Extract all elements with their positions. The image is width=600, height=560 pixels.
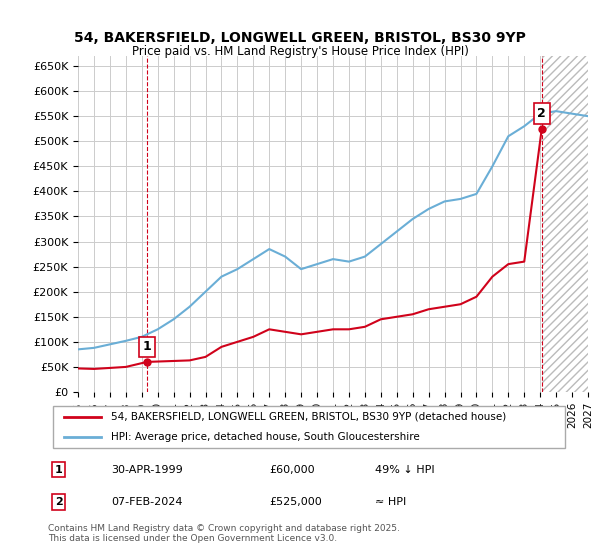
Text: Contains HM Land Registry data © Crown copyright and database right 2025.
This d: Contains HM Land Registry data © Crown c… [48,524,400,543]
Text: £525,000: £525,000 [270,497,323,507]
Text: 49% ↓ HPI: 49% ↓ HPI [376,465,435,475]
Text: ≈ HPI: ≈ HPI [376,497,407,507]
Text: 1: 1 [143,340,151,353]
Text: 1: 1 [55,465,62,475]
Text: 2: 2 [538,107,546,120]
Text: 30-APR-1999: 30-APR-1999 [112,465,183,475]
Text: 2: 2 [55,497,62,507]
Text: 54, BAKERSFIELD, LONGWELL GREEN, BRISTOL, BS30 9YP: 54, BAKERSFIELD, LONGWELL GREEN, BRISTOL… [74,31,526,45]
Text: £60,000: £60,000 [270,465,316,475]
FancyBboxPatch shape [53,405,565,449]
Text: HPI: Average price, detached house, South Gloucestershire: HPI: Average price, detached house, Sout… [112,432,420,442]
Text: 54, BAKERSFIELD, LONGWELL GREEN, BRISTOL, BS30 9YP (detached house): 54, BAKERSFIELD, LONGWELL GREEN, BRISTOL… [112,412,506,422]
Text: 07-FEB-2024: 07-FEB-2024 [112,497,183,507]
Text: Price paid vs. HM Land Registry's House Price Index (HPI): Price paid vs. HM Land Registry's House … [131,45,469,58]
